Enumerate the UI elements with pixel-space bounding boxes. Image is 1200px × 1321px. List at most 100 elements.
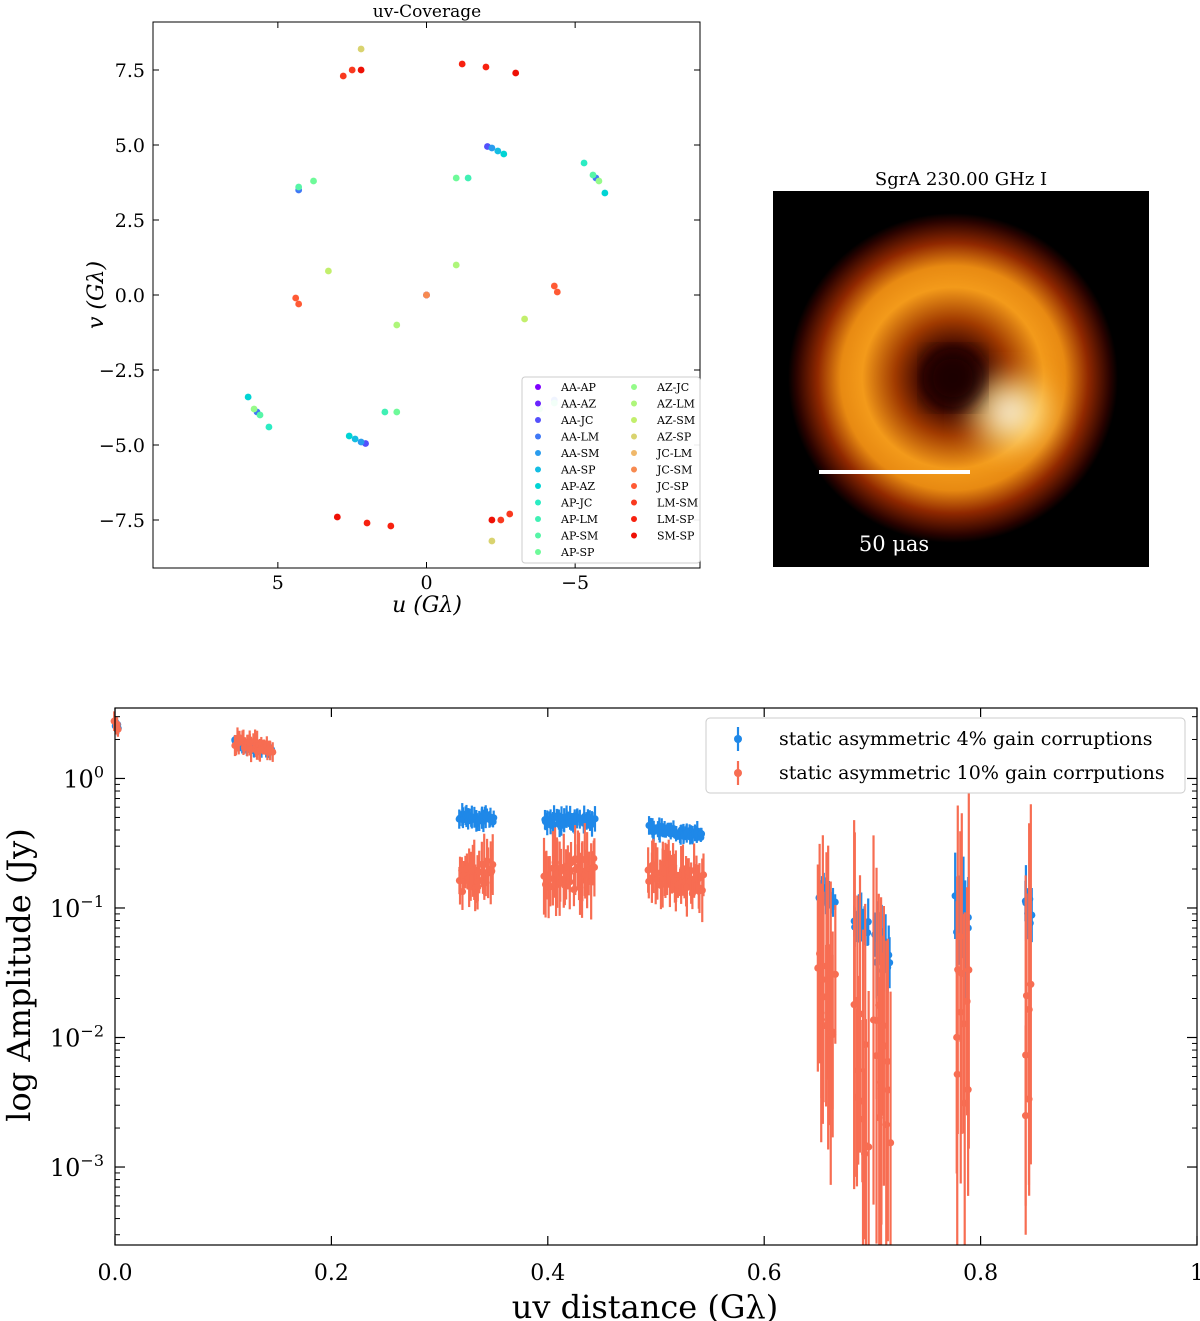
uv-ticks: 5 0 −5 7.5 5.0 2.5 0.0 −2.5 −5.0 −7.5: [99, 22, 700, 594]
amp-x-tick-label: 0.2: [314, 1261, 349, 1286]
uv-legend-marker: [535, 417, 541, 423]
amp-legend-label: static asymmetric 10% gain corrputions: [779, 762, 1165, 784]
uv-point: [488, 144, 496, 152]
amp-point: [831, 898, 839, 906]
uv-series-LM-SP: [363, 60, 490, 530]
sgra-ring: [788, 213, 1118, 543]
uv-point: [244, 393, 252, 401]
uv-legend-item-AA-SM: AA-SM: [535, 447, 599, 460]
amplitude-data: [110, 711, 1036, 1245]
uv-series-JC-SP: [292, 282, 561, 308]
uv-series-AZ-JC: [250, 177, 603, 413]
amp-point: [489, 860, 497, 869]
uv-point: [452, 261, 460, 269]
uv-legend-label: AA-SM: [560, 447, 599, 460]
uv-legend-item-AZ-LM: AZ-LM: [631, 398, 695, 411]
amp-point: [590, 863, 599, 871]
uv-legend-label: AZ-JC: [656, 381, 689, 394]
uv-legend-item-LM-SM: LM-SM: [631, 497, 698, 510]
uv-legend-label: AP-SP: [560, 546, 595, 559]
uv-series-JC-SM: [423, 291, 430, 299]
uv-legend-label: AA-LM: [560, 431, 599, 444]
uv-legend-item-AZ-SM: AZ-SM: [631, 414, 695, 427]
sgra-image-title: SgrA 230.00 GHz I: [875, 169, 1047, 190]
uv-y-axis-label: v (Gλ): [84, 261, 109, 329]
uv-legend-label: JC-LM: [656, 447, 692, 460]
amp-point: [114, 725, 122, 733]
amp-point: [831, 970, 839, 978]
amp-x-tick-label: 0.8: [963, 1261, 998, 1286]
uv-point: [357, 438, 365, 446]
uv-y-tick-label: 5.0: [115, 135, 145, 157]
amp-point: [965, 966, 973, 974]
uv-legend-marker: [631, 532, 637, 539]
uv-point: [488, 516, 496, 524]
uv-point: [506, 510, 514, 518]
uv-legend-frame: [521, 376, 701, 564]
uv-point: [295, 300, 303, 308]
uv-point: [348, 66, 356, 74]
uv-legend-marker: [535, 499, 541, 506]
uv-legend-label: SM-SP: [657, 530, 695, 543]
uv-legend-label: AA-AZ: [560, 398, 597, 411]
uv-legend: AA-AP AA-AZ AA-JC AA-LM AA-SM AA-SP AP-AZ AP-JC…: [521, 376, 701, 564]
uv-point: [333, 513, 341, 521]
uv-series-AP-JC: [265, 159, 588, 431]
uv-y-tick-label: −5.0: [99, 435, 145, 457]
uv-legend-label: JC-SP: [656, 480, 689, 493]
amp-legend-item-four-percent: static asymmetric 4% gain corruptions: [734, 727, 1152, 751]
uv-legend-item-JC-LM: JC-LM: [631, 447, 692, 460]
amp-point: [591, 815, 599, 823]
uv-legend-item-SM-SP: SM-SP: [631, 530, 695, 543]
uv-series-AP-LM: [381, 174, 472, 416]
uv-legend-label: LM-SP: [657, 513, 695, 526]
uv-legend-marker: [535, 549, 541, 555]
uv-legend-item-JC-SP: JC-SP: [631, 480, 689, 493]
uv-legend-marker: [631, 384, 637, 390]
amp-point: [566, 878, 574, 886]
uv-series-AZ-SP: [357, 45, 496, 545]
uv-legend-marker: [631, 516, 637, 522]
uv-y-tick-label: 7.5: [115, 60, 145, 82]
uv-point: [601, 189, 609, 197]
amp-point: [474, 883, 482, 891]
uv-legend-item-AP-AZ: AP-AZ: [535, 480, 595, 493]
uv-legend-item-JC-SM: JC-SM: [631, 464, 692, 477]
uv-legend-item-AZ-JC: AZ-JC: [631, 381, 689, 394]
uv-point: [265, 423, 273, 431]
scale-bar-label: 50 μas: [859, 532, 929, 556]
amp-y-tick-label: 10−2: [50, 1022, 104, 1053]
uv-point: [250, 405, 258, 413]
uv-series-AZ-SM: [324, 267, 529, 323]
amp-point: [886, 1139, 895, 1147]
uv-point: [589, 171, 597, 179]
uv-legend-item-AA-JC: AA-JC: [535, 414, 593, 427]
amp-legend-marker: [734, 769, 742, 777]
uv-legend-item-LM-SP: LM-SP: [631, 513, 695, 526]
amp-y-tick-label: 100: [63, 762, 104, 793]
amp-point: [861, 1150, 869, 1158]
uv-series-AP-AZ: [244, 150, 609, 440]
amp-point: [856, 1010, 864, 1018]
uv-point: [423, 291, 430, 299]
uv-legend-label: AP-AZ: [560, 480, 595, 493]
uv-point: [550, 282, 558, 290]
uv-legend-marker: [535, 466, 541, 473]
amp-point: [570, 886, 578, 894]
uv-legend-label: AZ-SP: [656, 431, 692, 444]
amp-legend-item-ten-percent: static asymmetric 10% gain corrputions: [734, 761, 1165, 785]
amp-x-tick-label: 0.4: [530, 1261, 565, 1286]
uv-point: [393, 408, 401, 416]
uv-x-tick-label: −5: [561, 572, 589, 594]
amp-series-ten-percent: [110, 711, 1035, 1245]
uv-legend-marker: [631, 417, 637, 423]
uv-legend-marker: [631, 499, 637, 506]
uv-y-tick-label: −2.5: [99, 360, 145, 382]
uv-point: [512, 69, 520, 77]
uv-x-axis-label: u (Gλ): [392, 593, 462, 618]
uv-legend-item-AA-AZ: AA-AZ: [535, 398, 597, 411]
uv-point: [256, 411, 264, 419]
amp-point: [883, 1057, 891, 1066]
uv-legend-label: JC-SM: [656, 464, 692, 477]
